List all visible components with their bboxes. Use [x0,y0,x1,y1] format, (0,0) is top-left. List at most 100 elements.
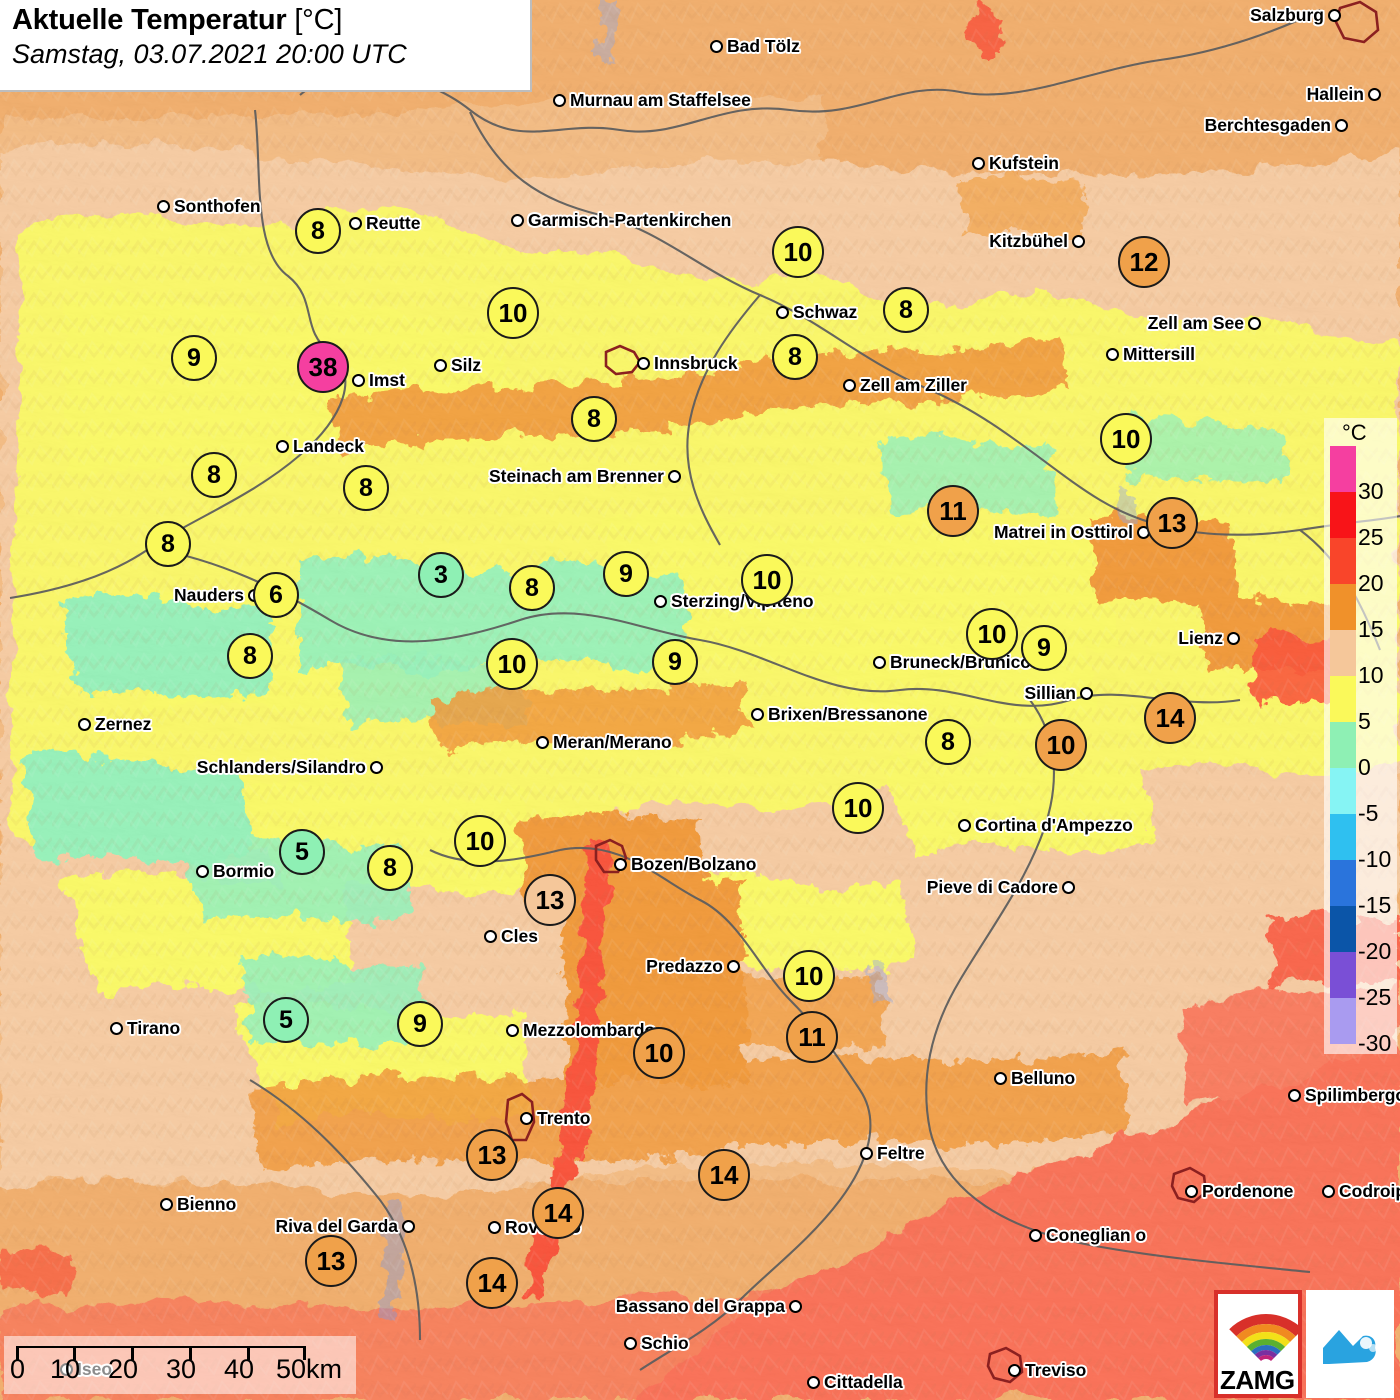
city-marker: Schwaz [776,302,857,323]
station-temperature-badge: 8 [145,521,191,567]
city-label: Zernez [95,714,152,734]
station-temperature-badge: 10 [1035,719,1087,771]
city-dot-icon [402,1220,415,1233]
city-label: Imst [369,370,405,390]
city-marker: Sonthofen [157,196,261,217]
station-temperature-badge: 3 [418,552,464,598]
colorbar-swatch [1330,952,1356,998]
colorbar-tick-labels: 30 25 20 15 10 5 0 -5 -10 -15 -20 -25 -30 [1358,446,1398,1055]
colorbar-swatches [1330,446,1356,1044]
city-dot-icon [520,1112,533,1125]
city-marker: Kitzbühel [989,231,1085,252]
station-temperature-badge: 14 [698,1149,750,1201]
city-label: Sillian [1024,683,1076,703]
city-marker: Mezzolombardo [506,1020,655,1041]
city-marker: Riva del Garda [275,1216,415,1237]
city-label: Mezzolombardo [523,1020,656,1040]
city-dot-icon [196,865,209,878]
city-dot-icon [1227,632,1240,645]
city-dot-icon [727,960,740,973]
city-marker: Bienno [160,1194,236,1215]
city-marker: Lienz [1178,628,1240,649]
city-label: Murnau am Staffelsee [570,90,751,110]
colorbar-swatch [1330,722,1356,768]
city-label: Silz [451,355,482,375]
city-dot-icon [751,708,764,721]
city-marker: Tirano [110,1018,180,1039]
city-label: Tirano [127,1018,181,1038]
city-dot-icon [370,761,383,774]
city-marker: Mittersill [1106,344,1195,365]
station-temperature-badge: 14 [466,1257,518,1309]
zamg-wordmark: ZAMG [1220,1365,1295,1395]
station-temperature-badge: 9 [652,639,698,685]
station-temperature-badge: 9 [603,551,649,597]
station-temperature-badge: 10 [1100,413,1152,465]
city-label: Codroipo [1339,1181,1400,1201]
colorbar-swatch [1330,584,1356,630]
city-label: Sterzing/Vipiteno [671,591,814,611]
station-temperature-badge: 10 [454,815,506,867]
city-dot-icon [1072,235,1085,248]
city-marker: Kufstein [972,153,1059,174]
city-dot-icon [157,200,170,213]
colorbar-tick: -30 [1358,1030,1392,1056]
city-label: Bruneck/Brunico [890,652,1031,672]
city-dot-icon [1106,348,1119,361]
colorbar-tick: 20 [1358,570,1384,596]
colorbar-tick: -15 [1358,892,1392,918]
city-dot-icon [1335,119,1348,132]
city-dot-icon [276,440,289,453]
city-marker: Belluno [994,1068,1075,1089]
city-label: Cles [501,926,538,946]
station-temperature-badge: 9 [171,335,217,381]
city-dot-icon [1328,9,1341,22]
city-marker: Sillian [1024,683,1093,704]
station-temperature-badge: 14 [532,1187,584,1239]
colorbar-swatch [1330,768,1356,814]
city-marker: Pieve di Cadore [927,877,1075,898]
city-label: Kitzbühel [989,231,1068,251]
city-dot-icon [1288,1089,1301,1102]
city-dot-icon [614,858,627,871]
city-marker: Salzburg [1250,5,1341,26]
city-marker: Silz [434,355,481,376]
city-dot-icon [843,379,856,392]
city-label: Brixen/Bressanone [768,704,928,724]
city-label: Sonthofen [174,196,261,216]
city-label: Bozen/Bolzano [631,854,757,874]
city-marker: Zell am Ziller [843,375,967,396]
city-marker: Steinach am Brenner [489,466,681,487]
city-marker: Trento [520,1108,590,1129]
city-marker: Treviso [1008,1360,1086,1381]
station-temperature-badge: 13 [305,1235,357,1287]
city-marker: Spilimbergo [1288,1085,1400,1106]
city-label: Landeck [293,436,364,456]
city-label: Berchtesgaden [1204,115,1331,135]
city-label: Bassano del Grappa [615,1296,785,1316]
city-marker: Landeck [276,436,364,457]
city-marker: Matrei in Osttirol [994,522,1150,543]
scale-label: 10 [50,1354,81,1384]
city-marker: Reutte [349,213,420,234]
city-dot-icon [1062,881,1075,894]
city-dot-icon [1368,88,1381,101]
station-temperature-badge: 11 [786,1011,838,1063]
city-marker: Feltre [860,1143,925,1164]
city-dot-icon [1029,1229,1042,1242]
map-title-box: Aktuelle Temperatur [°C] Samstag, 03.07.… [0,0,532,92]
city-marker: Bad Tölz [710,36,800,57]
station-temperature-badge: 8 [295,208,341,254]
city-marker: Bormio [196,861,274,882]
city-label: Schlanders/Silandro [196,757,366,777]
city-label: Coneglian o [1046,1225,1147,1245]
city-dot-icon [506,1024,519,1037]
colorbar-tick: 25 [1358,524,1384,550]
city-marker: Bozen/Bolzano [614,854,756,875]
city-marker: Hallein [1307,84,1381,105]
station-temperature-badge: 12 [1118,236,1170,288]
city-dot-icon [624,1337,637,1350]
city-label: Pordenone [1202,1181,1294,1201]
city-label: Bormio [213,861,275,881]
